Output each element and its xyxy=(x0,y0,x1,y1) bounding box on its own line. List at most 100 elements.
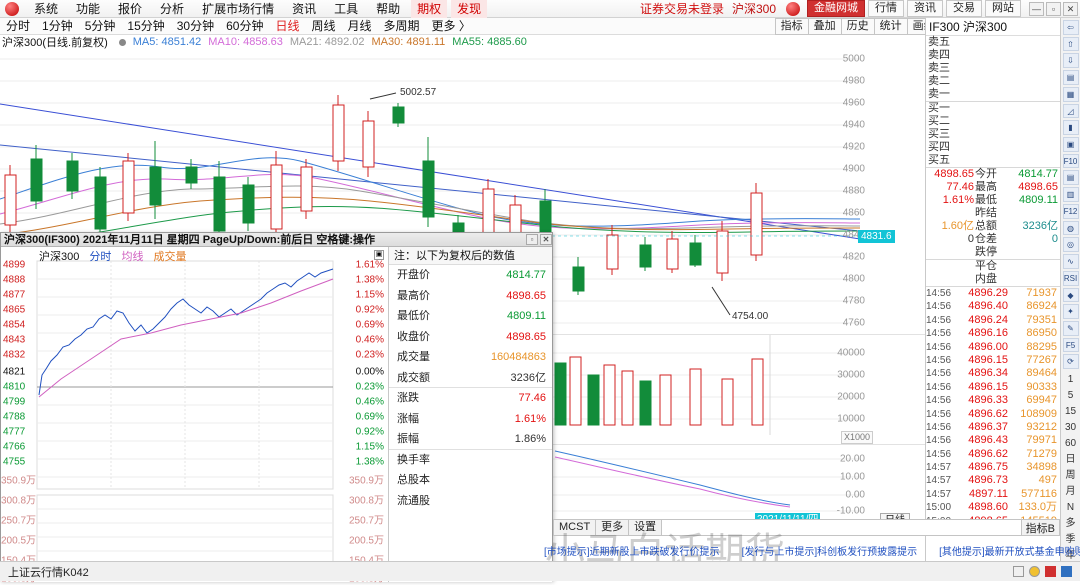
more-button[interactable]: 更多 xyxy=(596,520,630,535)
menu-item-news[interactable]: 资讯 xyxy=(292,1,317,16)
tool-statistics[interactable]: 统计 xyxy=(873,17,907,35)
settings-dot-icon[interactable] xyxy=(118,38,126,46)
indicator-b-label[interactable]: 指标B xyxy=(1025,522,1055,535)
alert-icon[interactable]: ◆ xyxy=(1062,287,1079,303)
f5-icon[interactable]: F5 xyxy=(1062,337,1079,353)
candle-icon[interactable]: ▮ xyxy=(1062,120,1079,136)
tool-history[interactable]: 历史 xyxy=(840,17,874,35)
shortcut-1[interactable]: 1 xyxy=(1067,374,1074,386)
warning-tray-icon[interactable] xyxy=(1029,566,1040,577)
ma21-label: MA21: 4892.02 xyxy=(289,36,365,48)
tick-time: 14:56 xyxy=(926,448,952,460)
news-item-1[interactable]: [发行与上市提示]科创板发行预披露提示 xyxy=(741,546,918,558)
settle-value xyxy=(928,207,974,220)
popup-close-icon[interactable]: ✕ xyxy=(540,234,552,245)
shortcut-30[interactable]: 30 xyxy=(1064,422,1077,434)
period-30min[interactable]: 30分钟 xyxy=(176,19,215,33)
menu-item-help[interactable]: 帮助 xyxy=(376,1,401,16)
change-pct-value: 1.61% xyxy=(514,412,546,425)
up-icon[interactable]: ⇧ xyxy=(1062,36,1079,52)
mcst-button[interactable]: MCST xyxy=(554,520,597,535)
shortcut-n[interactable]: N xyxy=(1066,502,1075,514)
login-status-text[interactable]: 证券交易未登录 xyxy=(639,2,724,16)
period-multi[interactable]: 多周期 xyxy=(383,19,420,33)
menu-item-extended-market[interactable]: 扩展市场行情 xyxy=(202,1,275,16)
shortcut-multi[interactable]: 多 xyxy=(1065,518,1076,530)
down-icon[interactable]: ⇩ xyxy=(1062,53,1079,69)
calendar-icon[interactable]: ▣ xyxy=(1062,137,1079,152)
target-icon[interactable]: ◎ xyxy=(1062,237,1079,253)
menu-item-function[interactable]: 功能 xyxy=(76,1,101,16)
shortcut-day[interactable]: 日 xyxy=(1065,454,1076,466)
period-minute[interactable]: 分时 xyxy=(6,19,31,33)
report-icon[interactable]: ▤ xyxy=(1062,70,1079,85)
wave-icon[interactable]: ∿ xyxy=(1062,254,1079,269)
period-60min[interactable]: 60分钟 xyxy=(226,19,264,33)
menu-item-tools[interactable]: 工具 xyxy=(334,1,359,16)
sell5-vol xyxy=(1010,36,1058,49)
shortcut-month[interactable]: 月 xyxy=(1065,486,1076,498)
news-item-0[interactable]: [市场提示]近期新股上市跌破发行价提示 xyxy=(544,546,720,558)
finance-mall-button[interactable]: 金融网城 xyxy=(807,0,865,17)
popup-title-bar[interactable]: 沪深300(IF300) 2021年11月11日 星期四 PageUp/Down… xyxy=(1,233,552,247)
f10-icon[interactable]: F10 xyxy=(1062,153,1079,169)
shortcut-quarter[interactable]: 季 xyxy=(1065,534,1076,546)
shortcut-60[interactable]: 60 xyxy=(1064,438,1077,450)
maximize-button[interactable]: ▫ xyxy=(1046,1,1061,16)
period-more[interactable]: 更多 〉 xyxy=(431,19,471,33)
tool-indicator[interactable]: 指标 xyxy=(774,17,808,35)
quote-button[interactable]: 行情 xyxy=(868,0,904,17)
news-button[interactable]: 资讯 xyxy=(907,0,943,17)
change-pct-label: 涨幅 xyxy=(397,412,419,425)
period-daily[interactable]: 日线 xyxy=(275,19,300,33)
menu-item-quote[interactable]: 报价 xyxy=(118,1,143,16)
close-price-value: 4898.65 xyxy=(506,330,546,343)
menu-item-options[interactable]: 期权 xyxy=(411,0,448,18)
close-button[interactable]: ✕ xyxy=(1063,1,1078,16)
shortcut-15[interactable]: 15 xyxy=(1064,406,1077,418)
period-15min[interactable]: 15分钟 xyxy=(127,19,165,33)
shortcut-week[interactable]: 周 xyxy=(1065,470,1076,482)
trade-button[interactable]: 交易 xyxy=(946,0,982,17)
mini-chart-expand-icon[interactable]: ▣ xyxy=(374,250,384,260)
settings-button[interactable]: 设置 xyxy=(629,520,663,535)
rsi-icon[interactable]: RSI xyxy=(1062,270,1079,286)
vol-ytick-30000: 30000 xyxy=(837,369,865,381)
note-icon[interactable]: ▤ xyxy=(1062,170,1079,186)
menu-item-system[interactable]: 系统 xyxy=(34,1,59,16)
shortcut-year[interactable]: 年 xyxy=(1065,550,1076,562)
menu-item-analysis[interactable]: 分析 xyxy=(160,1,185,16)
intraday-mini-chart[interactable]: 沪深300 分时 均线 成交量 ▣ xyxy=(1,247,389,585)
window-tray-icon[interactable] xyxy=(1013,566,1024,577)
refresh-icon[interactable]: ⟳ xyxy=(1062,354,1079,370)
back-icon[interactable]: ⇦ xyxy=(1062,20,1079,35)
network-tray-icon[interactable] xyxy=(1061,566,1072,577)
menu-item-discover[interactable]: 发现 xyxy=(451,0,488,18)
shortcut-5[interactable]: 5 xyxy=(1067,390,1074,402)
alert-tray-icon[interactable] xyxy=(1045,566,1056,577)
f12-icon[interactable]: F12 xyxy=(1062,203,1079,219)
minimize-button[interactable]: — xyxy=(1029,1,1044,16)
limit-down-label: 跌停 xyxy=(975,246,997,258)
pen-icon[interactable]: ✎ xyxy=(1062,320,1079,336)
period-weekly[interactable]: 周线 xyxy=(311,19,336,33)
mini-pct-046: 0.46% xyxy=(355,334,384,346)
website-button[interactable]: 网站 xyxy=(985,0,1021,17)
news-item-2[interactable]: [其他提示]最新开放式基金申购赎回起始日提 xyxy=(939,546,1080,558)
mini-price-4777: 4777 xyxy=(3,426,26,438)
line-icon[interactable]: ◿ xyxy=(1062,103,1079,119)
mini-price-4899: 4899 xyxy=(3,259,26,271)
book-icon[interactable]: ▥ xyxy=(1062,187,1079,202)
popup-restore-button[interactable]: ▫ xyxy=(526,234,538,245)
pin-icon[interactable]: ✦ xyxy=(1062,304,1079,319)
period-1min[interactable]: 1分钟 xyxy=(42,19,73,33)
period-monthly[interactable]: 月线 xyxy=(347,19,372,33)
ind-ytick-10: 10.00 xyxy=(839,471,865,483)
sell2-price xyxy=(958,75,1010,88)
period-5min[interactable]: 5分钟 xyxy=(84,19,116,33)
tool-overlay[interactable]: 叠加 xyxy=(807,17,841,35)
grid-icon[interactable]: ▦ xyxy=(1062,86,1079,102)
mcst-input-area[interactable] xyxy=(662,520,1022,535)
globe-icon[interactable]: ◍ xyxy=(1062,220,1079,236)
tick-list[interactable]: 14:56 4896.29 71937 14:56 4896.40 86924 14:5… xyxy=(926,287,1060,528)
